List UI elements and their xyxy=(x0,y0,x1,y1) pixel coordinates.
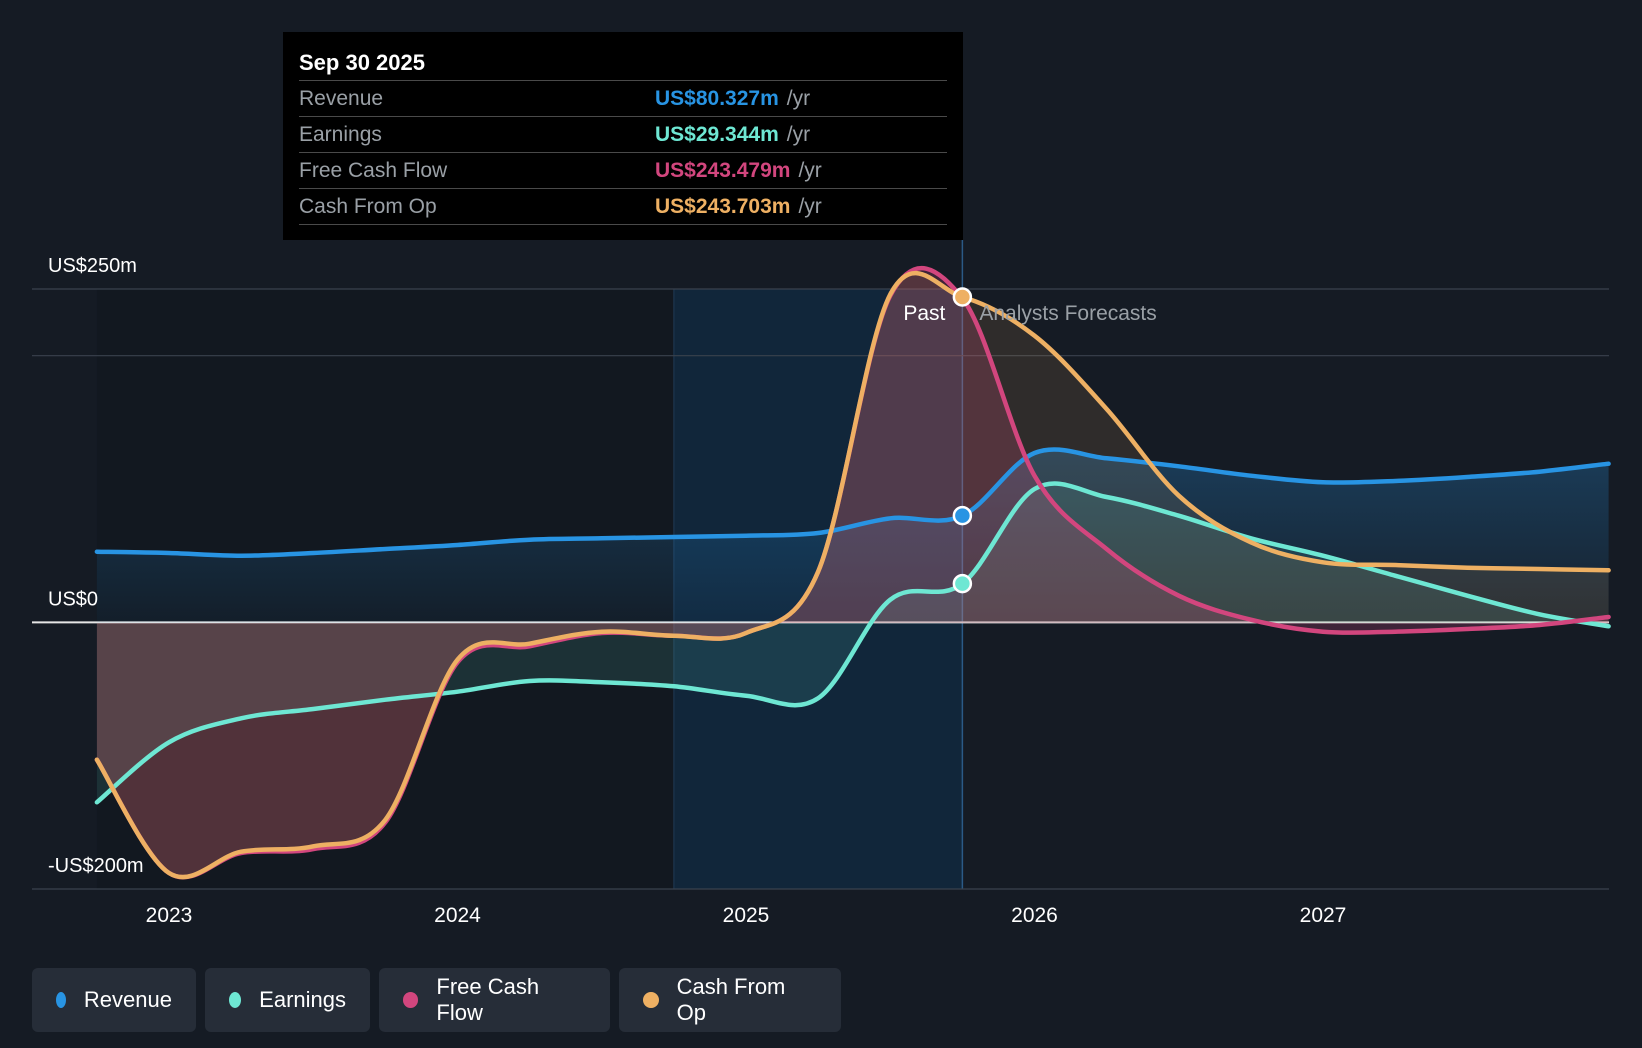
tooltip-value: US$243.703m xyxy=(655,195,791,218)
tooltip-unit: /yr xyxy=(798,159,822,182)
earnings-area xyxy=(96,483,1609,803)
tooltip-row-revenue: Revenue US$80.327m /yr xyxy=(299,81,947,117)
legend-dot-icon xyxy=(403,992,419,1008)
tooltip-value: US$80.327m xyxy=(655,87,779,110)
legend-label: Earnings xyxy=(259,987,346,1012)
earnings-line xyxy=(94,481,1611,805)
earnings-marker xyxy=(952,573,973,594)
tooltip-label: Earnings xyxy=(299,123,382,146)
revenue-line xyxy=(94,447,1611,558)
tooltip-value: US$243.479m xyxy=(655,159,791,182)
tooltip-label: Free Cash Flow xyxy=(299,159,448,182)
x-tick-label: 2023 xyxy=(146,904,193,927)
x-tick-label: 2026 xyxy=(1011,904,1058,927)
past-label: Past xyxy=(903,302,945,325)
forecast-label: Analysts Forecasts xyxy=(979,302,1156,325)
tooltip-label: Cash From Op xyxy=(299,195,437,218)
cash-from-op-area xyxy=(96,273,1609,878)
legend-dot-icon xyxy=(643,992,659,1008)
cash-from-op-line xyxy=(94,270,1611,880)
tooltip-row-free-cash-flow: Free Cash Flow US$243.479m /yr xyxy=(299,153,947,189)
tooltip-date: Sep 30 2025 xyxy=(299,46,947,81)
legend-item-cash-from-op[interactable]: Cash From Op xyxy=(619,968,841,1032)
legend-label: Revenue xyxy=(83,987,172,1012)
legend-dot-icon xyxy=(56,992,66,1008)
x-tick-label: 2025 xyxy=(723,904,770,927)
y-tick-label: -US$200m xyxy=(48,855,144,877)
legend-dot-icon xyxy=(229,992,242,1008)
tooltip-value: US$29.344m xyxy=(655,123,779,146)
legend-item-revenue[interactable]: Revenue xyxy=(32,968,196,1032)
legend-label: Cash From Op xyxy=(676,974,786,1025)
y-tick-label: US$250m xyxy=(48,255,137,277)
free-cash-flow-area xyxy=(96,268,1609,878)
x-tick-label: 2024 xyxy=(434,904,481,927)
tooltip-unit: /yr xyxy=(786,123,811,146)
revenue-area xyxy=(96,449,1609,623)
tooltip-row-cash-from-op: Cash From Op US$243.703m /yr xyxy=(299,189,947,225)
y-tick-label: US$0 xyxy=(48,588,98,610)
tooltip-unit: /yr xyxy=(798,195,822,218)
revenue-marker xyxy=(952,505,973,526)
tooltip-row-earnings: Earnings US$29.344m /yr xyxy=(299,117,947,153)
tooltip-label: Revenue xyxy=(299,87,384,110)
cash-from-op-marker xyxy=(952,287,973,307)
legend-item-earnings[interactable]: Earnings xyxy=(205,968,370,1032)
legend-label: Free Cash Flow xyxy=(436,974,540,1025)
tooltip: Sep 30 2025 Revenue US$80.327m /yr Earni… xyxy=(283,32,963,240)
tooltip-unit: /yr xyxy=(786,87,811,110)
legend: Revenue Earnings Free Cash Flow Cash Fro… xyxy=(32,968,841,1032)
x-tick-label: 2027 xyxy=(1300,904,1347,927)
legend-item-free-cash-flow[interactable]: Free Cash Flow xyxy=(379,968,610,1032)
